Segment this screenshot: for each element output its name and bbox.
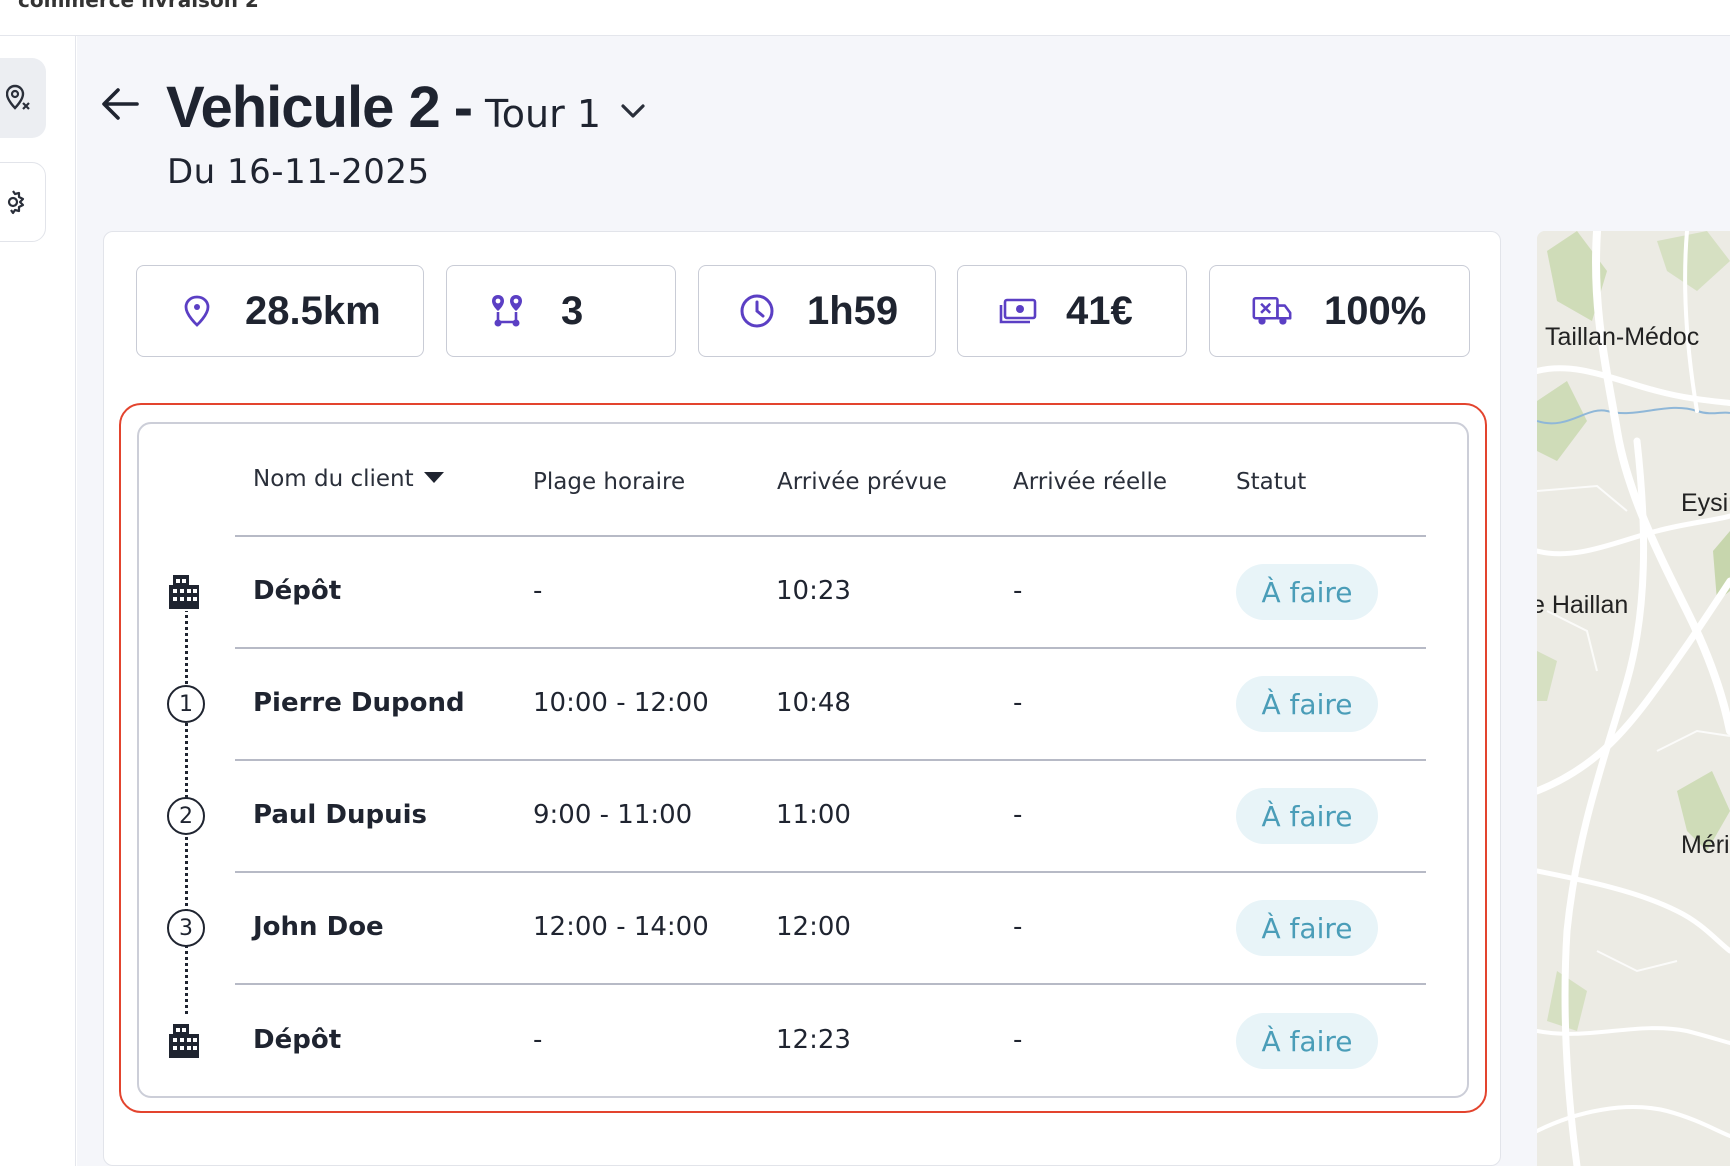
actual-arrival: - bbox=[1013, 912, 1023, 942]
time-window: - bbox=[533, 576, 543, 606]
route-stops-icon bbox=[487, 291, 527, 331]
stat-distance-value: 28.5km bbox=[245, 288, 381, 333]
map-background bbox=[1537, 231, 1730, 1166]
status-badge: À faire bbox=[1236, 676, 1378, 732]
page-title: Vehicule 2 - Tour 1 bbox=[166, 74, 601, 141]
column-header-client-label: Nom du client bbox=[253, 466, 414, 492]
vehicle-name: Vehicule 2 bbox=[166, 75, 441, 140]
stop-number-marker: 1 bbox=[167, 685, 205, 723]
clock-icon bbox=[737, 291, 777, 331]
table-divider bbox=[235, 647, 1426, 649]
map-label: e Haillan bbox=[1537, 591, 1629, 619]
planned-arrival: 10:48 bbox=[776, 688, 851, 718]
stop-number-marker: 3 bbox=[167, 909, 205, 947]
stat-load-value: 100% bbox=[1324, 288, 1427, 333]
table-divider bbox=[235, 759, 1426, 761]
stop-number-marker: 2 bbox=[167, 797, 205, 835]
sidebar-item-routes[interactable] bbox=[0, 58, 46, 138]
time-window: 12:00 - 14:00 bbox=[533, 912, 709, 942]
table-divider bbox=[235, 871, 1426, 873]
table-divider bbox=[235, 983, 1426, 985]
gear-icon bbox=[7, 190, 25, 215]
actual-arrival: - bbox=[1013, 688, 1023, 718]
actual-arrival: - bbox=[1013, 576, 1023, 606]
stat-stops: 3 bbox=[446, 265, 676, 357]
map-label: Méri bbox=[1681, 831, 1730, 859]
table-divider bbox=[235, 535, 1426, 537]
building-icon bbox=[167, 573, 205, 611]
time-window: 10:00 - 12:00 bbox=[533, 688, 709, 718]
planned-arrival: 11:00 bbox=[776, 800, 851, 830]
client-name: Paul Dupuis bbox=[253, 800, 427, 830]
chevron-down-icon bbox=[621, 104, 645, 118]
sidebar-item-settings[interactable] bbox=[0, 162, 46, 242]
truck-load-icon bbox=[1252, 291, 1292, 331]
client-name: John Doe bbox=[253, 912, 384, 942]
planned-arrival: 10:23 bbox=[776, 576, 851, 606]
tour-dropdown-button[interactable] bbox=[618, 96, 648, 126]
map-label: Taillan-Médoc bbox=[1545, 323, 1700, 351]
highlight-frame bbox=[119, 403, 1487, 1113]
title-separator: - bbox=[453, 75, 474, 140]
stat-load: 100% bbox=[1209, 265, 1470, 357]
tour-date: Du 16-11-2025 bbox=[167, 152, 430, 192]
client-name: Pierre Dupond bbox=[253, 688, 465, 718]
building-icon bbox=[167, 1022, 205, 1060]
map-label: Eysir bbox=[1681, 489, 1730, 517]
location-remove-icon bbox=[6, 84, 30, 110]
stat-duration: 1h59 bbox=[698, 265, 936, 357]
column-header-eta: Arrivée prévue bbox=[777, 469, 947, 495]
top-bar-text: commerce livraison 2 bbox=[18, 0, 259, 12]
column-header-window: Plage horaire bbox=[533, 469, 686, 495]
client-name: Dépôt bbox=[253, 576, 342, 606]
route-map[interactable]: Taillan-Médoc Eysir e Haillan Méri bbox=[1537, 231, 1730, 1166]
client-name: Dépôt bbox=[253, 1025, 342, 1055]
stat-cost: 41€ bbox=[957, 265, 1187, 357]
planned-arrival: 12:00 bbox=[776, 912, 851, 942]
stat-stops-value: 3 bbox=[561, 288, 584, 333]
location-pin-icon bbox=[177, 291, 217, 331]
status-badge: À faire bbox=[1236, 564, 1378, 620]
column-header-actual: Arrivée réelle bbox=[1013, 469, 1168, 495]
status-badge: À faire bbox=[1236, 788, 1378, 844]
stat-distance: 28.5km bbox=[136, 265, 424, 357]
tour-name: Tour 1 bbox=[485, 92, 602, 136]
stat-duration-value: 1h59 bbox=[807, 288, 899, 333]
status-badge: À faire bbox=[1236, 900, 1378, 956]
back-button[interactable] bbox=[100, 84, 140, 124]
status-badge: À faire bbox=[1236, 1013, 1378, 1069]
column-header-status: Statut bbox=[1236, 469, 1307, 495]
time-window: 9:00 - 11:00 bbox=[533, 800, 693, 830]
sort-down-icon bbox=[423, 472, 444, 483]
actual-arrival: - bbox=[1013, 1025, 1023, 1055]
column-header-client[interactable]: Nom du client bbox=[253, 466, 444, 492]
time-window: - bbox=[533, 1025, 543, 1055]
top-bar: commerce livraison 2 bbox=[0, 0, 1730, 36]
sidebar bbox=[0, 36, 76, 1166]
arrow-left-icon bbox=[102, 88, 139, 120]
money-icon bbox=[998, 291, 1038, 331]
stat-cost-value: 41€ bbox=[1066, 288, 1133, 333]
actual-arrival: - bbox=[1013, 800, 1023, 830]
planned-arrival: 12:23 bbox=[776, 1025, 851, 1055]
